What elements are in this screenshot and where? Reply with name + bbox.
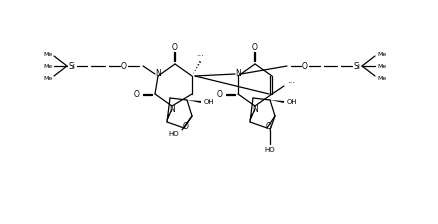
Text: Me: Me	[43, 52, 53, 56]
Text: N: N	[251, 105, 257, 114]
Text: O: O	[265, 121, 271, 131]
Polygon shape	[249, 114, 252, 122]
Text: Me: Me	[377, 52, 386, 56]
Text: O: O	[172, 43, 177, 52]
Text: OH: OH	[286, 99, 297, 105]
Text: HO: HO	[264, 147, 275, 153]
Text: ···: ···	[286, 80, 294, 88]
Text: N: N	[169, 105, 174, 114]
Text: Me: Me	[377, 75, 386, 80]
Text: O: O	[301, 62, 307, 71]
Text: Me: Me	[43, 63, 53, 69]
Text: ···: ···	[196, 52, 204, 62]
Text: OH: OH	[203, 99, 214, 105]
Text: N: N	[235, 69, 240, 78]
Text: O: O	[134, 90, 140, 99]
Text: Si: Si	[68, 62, 75, 71]
Text: O: O	[251, 43, 258, 52]
Polygon shape	[166, 114, 170, 122]
Text: Me: Me	[377, 63, 386, 69]
Text: Si: Si	[353, 62, 360, 71]
Text: Me: Me	[43, 75, 53, 80]
Text: O: O	[216, 90, 223, 99]
Text: O: O	[183, 121, 188, 131]
Text: O: O	[121, 62, 127, 71]
Polygon shape	[187, 100, 201, 103]
Polygon shape	[269, 100, 283, 103]
Text: HO: HO	[168, 131, 179, 137]
Text: N: N	[155, 69, 160, 78]
